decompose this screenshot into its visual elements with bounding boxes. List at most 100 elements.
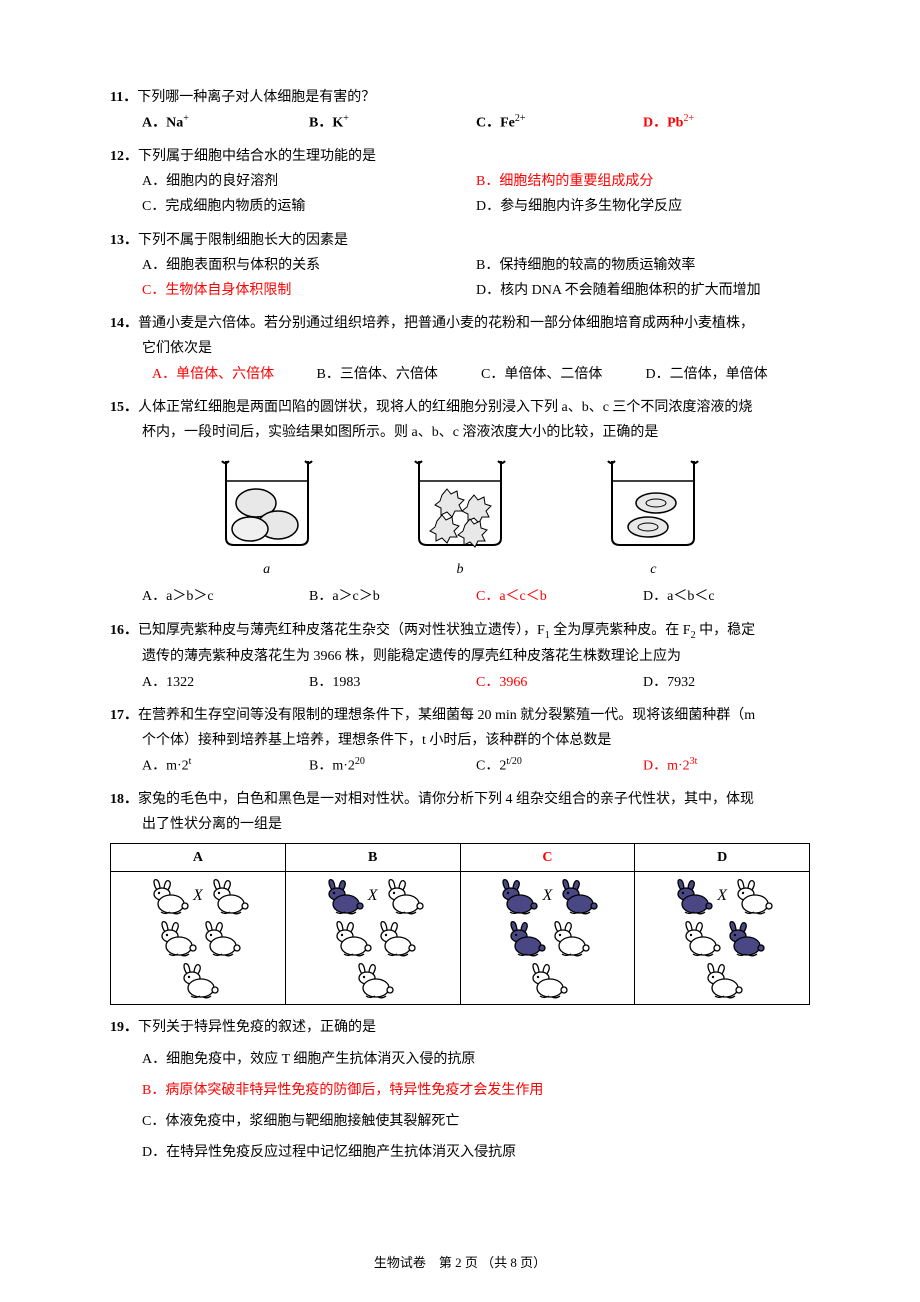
q11-b-sup: + <box>343 113 349 124</box>
q18-th-b: B <box>285 844 460 872</box>
q11-opt-c: C．Fe2+ <box>476 110 643 136</box>
q15-opt-c: C．a＜c＜b <box>476 584 643 609</box>
q11-a-sup: + <box>183 113 189 124</box>
q15-opt-d: D．a＜b＜c <box>643 584 810 609</box>
q11-a-label: A．Na <box>142 116 183 131</box>
beaker-b: b <box>407 453 513 582</box>
rabbit-icon <box>330 918 372 958</box>
rabbit-icon <box>731 876 773 916</box>
q18-cell-b: X <box>285 872 460 1005</box>
rabbit-icon <box>155 918 197 958</box>
beaker-b-label: b <box>407 557 513 582</box>
beaker-a-label: a <box>214 557 320 582</box>
q16-stem1b: 全为厚壳紫种皮。在 F <box>550 623 691 638</box>
q13-opt-b: B．保持细胞的较高的物质运输效率 <box>476 253 810 278</box>
q14-number: 14． <box>110 316 138 331</box>
q17-a-pre: A．m·2 <box>142 759 189 774</box>
rabbit-icon <box>207 876 249 916</box>
q15-stem2: 杯内，一段时间后，实验结果如图所示。则 a、b、c 溶液浓度大小的比较，正确的是 <box>110 420 810 445</box>
rabbit-icon <box>548 918 590 958</box>
rabbit-icon <box>701 960 743 1000</box>
q14-opt-a: A．单倍体、六倍体 <box>152 362 317 387</box>
q17-opt-a: A．m·2t <box>142 753 309 779</box>
q17-c-sup: t/20 <box>506 756 522 767</box>
rabbit-icon <box>496 876 538 916</box>
q11-d-label: D．Pb <box>643 116 683 131</box>
q18-header-row: A B C D <box>111 844 810 872</box>
q12-number: 12． <box>110 149 138 164</box>
q11-number: 11． <box>110 90 137 105</box>
q15-opt-b: B．a＞c＞b <box>309 584 476 609</box>
rabbit-icon <box>526 960 568 1000</box>
q16-stem: 16．已知厚壳紫种皮与薄壳红种皮落花生杂交（两对性状独立遗传），F1 全为厚壳紫… <box>110 618 810 645</box>
q13-options-1: A．细胞表面积与体积的关系 B．保持细胞的较高的物质运输效率 <box>110 253 810 278</box>
q14-stem: 14．普通小麦是六倍体。若分别通过组织培养，把普通小麦的花粉和一部分体细胞培育成… <box>110 311 810 336</box>
rabbit-icon <box>382 876 424 916</box>
q12-stem: 12．下列属于细胞中结合水的生理功能的是 <box>110 144 810 169</box>
q17-b-pre: B．m·2 <box>309 759 355 774</box>
q13-stem: 13．下列不属于限制细胞长大的因素是 <box>110 228 810 253</box>
q19-opt-c: C．体液免疫中，浆细胞与靶细胞接触使其裂解死亡 <box>110 1109 810 1134</box>
q18-cell-c: X <box>460 872 635 1005</box>
q15-stem: 15．人体正常红细胞是两面凹陷的圆饼状，现将人的红细胞分别浸入下列 a、b、c … <box>110 395 810 420</box>
cross-icon: X <box>191 882 205 911</box>
q17-stem: 17．在营养和生存空间等没有限制的理想条件下，某细菌每 20 min 就分裂繁殖… <box>110 703 810 728</box>
q11-c-sup: 2+ <box>515 113 526 124</box>
q12-options-2: C．完成细胞内物质的运输 D．参与细胞内许多生物化学反应 <box>110 194 810 219</box>
rabbit-icon <box>147 876 189 916</box>
q18-cell-a: X <box>111 872 286 1005</box>
q12-opt-c: C．完成细胞内物质的运输 <box>142 194 476 219</box>
rabbit-icon <box>374 918 416 958</box>
q18-th-c: C <box>460 844 635 872</box>
q11-stem-text: 下列哪一种离子对人体细胞是有害的？ <box>137 90 375 105</box>
q15-number: 15． <box>110 400 138 415</box>
q14-opt-d: D．二倍体，单倍体 <box>646 362 811 387</box>
q13-number: 13． <box>110 233 138 248</box>
rabbit-icon <box>671 876 713 916</box>
q16-stem2: 遗传的薄壳紫种皮落花生为 3966 株，则能稳定遗传的厚壳红种皮落花生株数理论上… <box>110 644 810 669</box>
q16-stem1a: 已知厚壳紫种皮与薄壳红种皮落花生杂交（两对性状独立遗传），F <box>138 623 545 638</box>
q16-opt-b: B．1983 <box>309 670 476 695</box>
q17-opt-b: B．m·220 <box>309 753 476 779</box>
q16-number: 16． <box>110 623 138 638</box>
q15-opt-a: A．a＞b＞c <box>142 584 309 609</box>
q16-opt-c: C．3966 <box>476 670 643 695</box>
q17-a-sup: t <box>189 756 192 767</box>
question-19: 19．下列关于特异性免疫的叙述，正确的是 A．细胞免疫中，效应 T 细胞产生抗体… <box>110 1015 810 1165</box>
q13-stem-text: 下列不属于限制细胞长大的因素是 <box>138 233 348 248</box>
q13-opt-d: D．核内 DNA 不会随着细胞体积的扩大而增加 <box>476 278 810 303</box>
q19-opt-b: B．病原体突破非特异性免疫的防御后，特异性免疫才会发生作用 <box>110 1078 810 1103</box>
question-11: 11．下列哪一种离子对人体细胞是有害的？ A．Na+ B．K+ C．Fe2+ D… <box>110 85 810 136</box>
q18-stem: 18．家兔的毛色中，白色和黑色是一对相对性状。请你分析下列 4 组杂交组合的亲子… <box>110 787 810 812</box>
q19-number: 19． <box>110 1020 138 1035</box>
q12-stem-text: 下列属于细胞中结合水的生理功能的是 <box>138 149 376 164</box>
q19-opt-a: A．细胞免疫中，效应 T 细胞产生抗体消灭入侵的抗原 <box>110 1047 810 1072</box>
beaker-c: c <box>600 453 706 582</box>
rabbit-icon <box>723 918 765 958</box>
rabbit-icon <box>679 918 721 958</box>
q14-stem1: 普通小麦是六倍体。若分别通过组织培养，把普通小麦的花粉和一部分体细胞培育成两种小… <box>138 316 754 331</box>
q13-opt-a: A．细胞表面积与体积的关系 <box>142 253 476 278</box>
q11-stem: 11．下列哪一种离子对人体细胞是有害的？ <box>110 85 810 110</box>
q17-d-pre: D．m·2 <box>643 759 690 774</box>
q14-opt-c: C．单倍体、二倍体 <box>481 362 646 387</box>
q18-th-d: D <box>635 844 810 872</box>
q18-stem2: 出了性状分离的一组是 <box>110 812 810 837</box>
q16-options: A．1322 B．1983 C．3966 D．7932 <box>110 670 810 695</box>
q18-cell-d: X <box>635 872 810 1005</box>
q17-d-sup: 3t <box>690 756 698 767</box>
q13-options-2: C．生物体自身体积限制 D．核内 DNA 不会随着细胞体积的扩大而增加 <box>110 278 810 303</box>
q13-opt-c: C．生物体自身体积限制 <box>142 278 476 303</box>
rabbit-icon <box>199 918 241 958</box>
q11-c-label: C．Fe <box>476 116 515 131</box>
q17-stem1: 在营养和生存空间等没有限制的理想条件下，某细菌每 20 min 就分裂繁殖一代。… <box>138 708 755 723</box>
rabbit-icon <box>352 960 394 1000</box>
q18-number: 18． <box>110 792 138 807</box>
q16-stem1c: 中，稳定 <box>696 623 756 638</box>
q15-options: A．a＞b＞c B．a＞c＞b C．a＜c＜b D．a＜b＜c <box>110 584 810 609</box>
q11-b-label: B．K <box>309 116 343 131</box>
beaker-c-svg <box>600 453 706 548</box>
rabbit-icon <box>322 876 364 916</box>
q15-stem1: 人体正常红细胞是两面凹陷的圆饼状，现将人的红细胞分别浸入下列 a、b、c 三个不… <box>138 400 752 415</box>
q14-options: A．单倍体、六倍体 B．三倍体、六倍体 C．单倍体、二倍体 D．二倍体，单倍体 <box>110 362 810 387</box>
